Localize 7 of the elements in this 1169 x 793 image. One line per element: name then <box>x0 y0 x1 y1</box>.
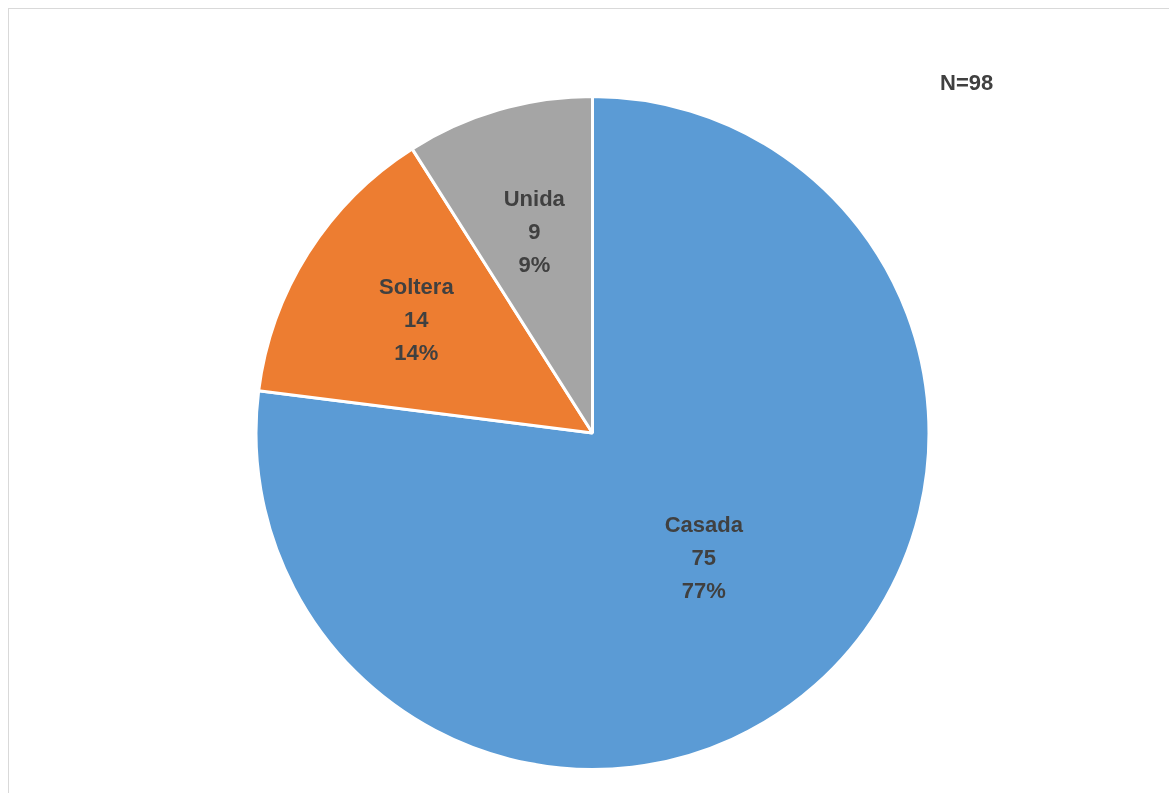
slice-label: Casada <box>664 512 744 538</box>
data-label: 9 9% <box>518 218 551 277</box>
data-label: 75 77% <box>681 545 726 604</box>
text: N=98 <box>940 70 994 96</box>
data-label: 14 14% <box>394 307 439 366</box>
slice-label: Unida <box>503 185 566 211</box>
slice-label: Soltera <box>379 274 455 300</box>
